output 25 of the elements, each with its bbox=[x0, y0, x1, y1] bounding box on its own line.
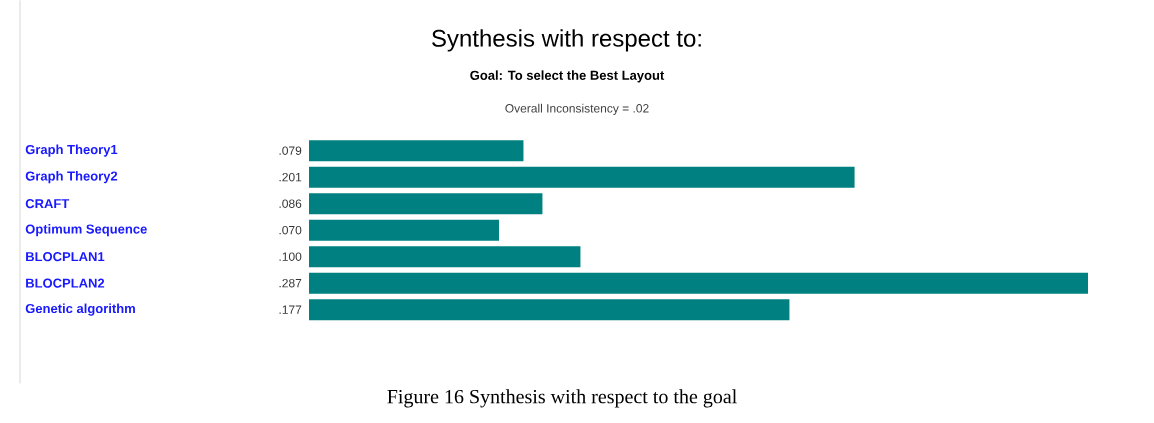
y-tick-label: Graph Theory2 bbox=[25, 170, 118, 184]
data-label: .100 bbox=[279, 252, 302, 261]
bar bbox=[309, 139, 524, 161]
bar bbox=[309, 245, 581, 267]
data-label: .177 bbox=[279, 305, 302, 314]
y-tick-label: Optimum Sequence bbox=[25, 223, 147, 237]
y-tick-label: Genetic algorithm bbox=[25, 303, 135, 316]
y-tick-label: Graph Theory1 bbox=[25, 144, 118, 157]
chart-title: Synthesis with respect to: bbox=[432, 29, 701, 52]
bar bbox=[309, 166, 855, 188]
bar bbox=[309, 298, 790, 320]
y-tick-label: BLOCPLAN1 bbox=[26, 251, 105, 262]
data-label: .079 bbox=[279, 146, 302, 155]
bar bbox=[309, 192, 543, 214]
caption: Figure 16 Synthesis with respect to the goal bbox=[387, 389, 737, 408]
data-label: .201 bbox=[279, 172, 302, 182]
bar bbox=[309, 219, 500, 241]
bar bbox=[309, 272, 1088, 294]
data-label: .070 bbox=[279, 225, 302, 235]
y-tick-label: BLOCPLAN2 bbox=[26, 278, 105, 288]
y-tick-label: CRAFT bbox=[25, 198, 70, 209]
data-label: .086 bbox=[279, 199, 302, 208]
text: Overall Inconsistency = .02 bbox=[505, 103, 649, 115]
chart-subtitle: Goal: To select the Best Layout bbox=[470, 70, 665, 83]
data-label: .287 bbox=[279, 278, 302, 288]
